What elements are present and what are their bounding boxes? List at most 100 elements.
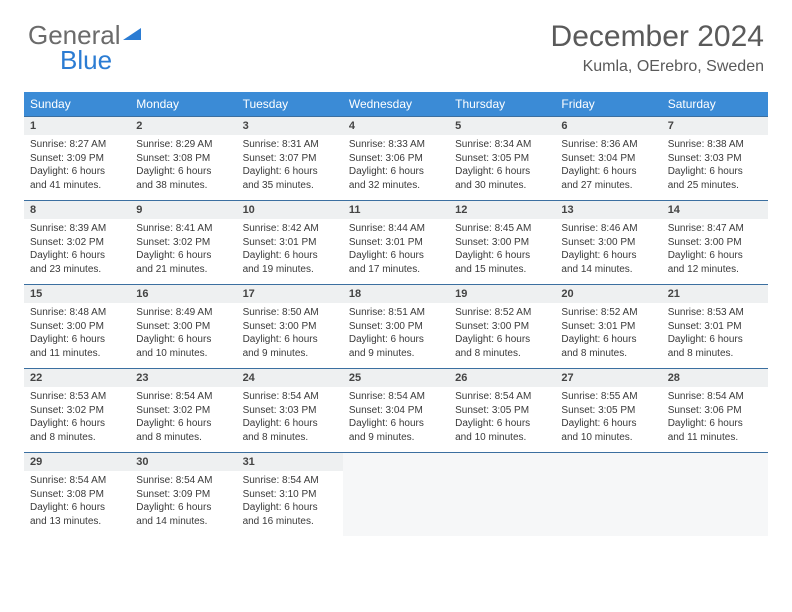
sunrise-text: Sunrise: 8:46 AM [561,222,655,236]
daylight-text: Daylight: 6 hours and 14 minutes. [136,501,230,528]
date-number: 26 [449,369,555,388]
sunset-text: Sunset: 3:02 PM [136,404,230,418]
empty-date [662,453,768,472]
daylight-text: Daylight: 6 hours and 13 minutes. [30,501,124,528]
sunrise-text: Sunrise: 8:48 AM [30,306,124,320]
day-info: Sunrise: 8:31 AMSunset: 3:07 PMDaylight:… [237,135,343,201]
day-info: Sunrise: 8:52 AMSunset: 3:00 PMDaylight:… [449,303,555,369]
day-info: Sunrise: 8:54 AMSunset: 3:02 PMDaylight:… [130,387,236,453]
sunrise-text: Sunrise: 8:51 AM [349,306,443,320]
sunset-text: Sunset: 3:10 PM [243,488,337,502]
header: General Blue December 2024 Kumla, OErebr… [0,0,792,84]
sunset-text: Sunset: 3:00 PM [668,236,762,250]
day-info: Sunrise: 8:53 AMSunset: 3:01 PMDaylight:… [662,303,768,369]
sunset-text: Sunset: 3:01 PM [243,236,337,250]
sunset-text: Sunset: 3:00 PM [136,320,230,334]
daylight-text: Daylight: 6 hours and 23 minutes. [30,249,124,276]
sunrise-text: Sunrise: 8:34 AM [455,138,549,152]
daylight-text: Daylight: 6 hours and 10 minutes. [136,333,230,360]
sunrise-text: Sunrise: 8:47 AM [668,222,762,236]
day-info: Sunrise: 8:33 AMSunset: 3:06 PMDaylight:… [343,135,449,201]
sunrise-text: Sunrise: 8:54 AM [136,474,230,488]
date-number: 23 [130,369,236,388]
day-info: Sunrise: 8:44 AMSunset: 3:01 PMDaylight:… [343,219,449,285]
day-info: Sunrise: 8:54 AMSunset: 3:10 PMDaylight:… [237,471,343,536]
sunrise-text: Sunrise: 8:42 AM [243,222,337,236]
sunrise-text: Sunrise: 8:33 AM [349,138,443,152]
date-number: 16 [130,285,236,304]
sunset-text: Sunset: 3:08 PM [136,152,230,166]
sunset-text: Sunset: 3:02 PM [30,236,124,250]
date-number: 18 [343,285,449,304]
sunset-text: Sunset: 3:04 PM [561,152,655,166]
day-info: Sunrise: 8:38 AMSunset: 3:03 PMDaylight:… [662,135,768,201]
date-number: 7 [662,117,768,136]
sunrise-text: Sunrise: 8:31 AM [243,138,337,152]
day-info: Sunrise: 8:52 AMSunset: 3:01 PMDaylight:… [555,303,661,369]
empty-info [662,471,768,536]
sunset-text: Sunset: 3:03 PM [668,152,762,166]
calendar-table: SundayMondayTuesdayWednesdayThursdayFrid… [24,92,768,536]
daylight-text: Daylight: 6 hours and 38 minutes. [136,165,230,192]
daylight-text: Daylight: 6 hours and 10 minutes. [561,417,655,444]
triangle-icon [121,26,143,49]
date-number: 15 [24,285,130,304]
date-number: 9 [130,201,236,220]
sunrise-text: Sunrise: 8:54 AM [136,390,230,404]
day-header: Wednesday [343,92,449,117]
daylight-text: Daylight: 6 hours and 11 minutes. [668,417,762,444]
day-header: Thursday [449,92,555,117]
day-info: Sunrise: 8:39 AMSunset: 3:02 PMDaylight:… [24,219,130,285]
sunrise-text: Sunrise: 8:49 AM [136,306,230,320]
daylight-text: Daylight: 6 hours and 17 minutes. [349,249,443,276]
sunrise-text: Sunrise: 8:54 AM [349,390,443,404]
sunrise-text: Sunrise: 8:54 AM [668,390,762,404]
date-number: 31 [237,453,343,472]
sunset-text: Sunset: 3:00 PM [561,236,655,250]
daylight-text: Daylight: 6 hours and 41 minutes. [30,165,124,192]
sunset-text: Sunset: 3:01 PM [668,320,762,334]
sunset-text: Sunset: 3:05 PM [455,152,549,166]
date-number: 13 [555,201,661,220]
day-info: Sunrise: 8:29 AMSunset: 3:08 PMDaylight:… [130,135,236,201]
sunset-text: Sunset: 3:08 PM [30,488,124,502]
daylight-text: Daylight: 6 hours and 8 minutes. [455,333,549,360]
sunset-text: Sunset: 3:06 PM [668,404,762,418]
sunrise-text: Sunrise: 8:53 AM [668,306,762,320]
logo: General Blue [28,20,143,76]
sunset-text: Sunset: 3:04 PM [349,404,443,418]
sunrise-text: Sunrise: 8:36 AM [561,138,655,152]
date-number: 27 [555,369,661,388]
day-info: Sunrise: 8:53 AMSunset: 3:02 PMDaylight:… [24,387,130,453]
empty-date [343,453,449,472]
date-number: 10 [237,201,343,220]
location-text: Kumla, OErebro, Sweden [551,58,764,76]
logo-text-blue: Blue [60,45,143,76]
sunrise-text: Sunrise: 8:54 AM [455,390,549,404]
date-number: 19 [449,285,555,304]
day-info: Sunrise: 8:34 AMSunset: 3:05 PMDaylight:… [449,135,555,201]
daylight-text: Daylight: 6 hours and 11 minutes. [30,333,124,360]
empty-info [343,471,449,536]
date-number: 30 [130,453,236,472]
day-info: Sunrise: 8:41 AMSunset: 3:02 PMDaylight:… [130,219,236,285]
sunrise-text: Sunrise: 8:55 AM [561,390,655,404]
day-info: Sunrise: 8:49 AMSunset: 3:00 PMDaylight:… [130,303,236,369]
day-info: Sunrise: 8:55 AMSunset: 3:05 PMDaylight:… [555,387,661,453]
day-header: Sunday [24,92,130,117]
daylight-text: Daylight: 6 hours and 8 minutes. [243,417,337,444]
day-info: Sunrise: 8:54 AMSunset: 3:04 PMDaylight:… [343,387,449,453]
date-number: 4 [343,117,449,136]
sunrise-text: Sunrise: 8:27 AM [30,138,124,152]
day-info: Sunrise: 8:54 AMSunset: 3:08 PMDaylight:… [24,471,130,536]
day-header: Friday [555,92,661,117]
daylight-text: Daylight: 6 hours and 9 minutes. [243,333,337,360]
day-info: Sunrise: 8:50 AMSunset: 3:00 PMDaylight:… [237,303,343,369]
day-info: Sunrise: 8:54 AMSunset: 3:03 PMDaylight:… [237,387,343,453]
day-info: Sunrise: 8:45 AMSunset: 3:00 PMDaylight:… [449,219,555,285]
daylight-text: Daylight: 6 hours and 12 minutes. [668,249,762,276]
sunrise-text: Sunrise: 8:45 AM [455,222,549,236]
daylight-text: Daylight: 6 hours and 25 minutes. [668,165,762,192]
sunrise-text: Sunrise: 8:53 AM [30,390,124,404]
date-number: 14 [662,201,768,220]
